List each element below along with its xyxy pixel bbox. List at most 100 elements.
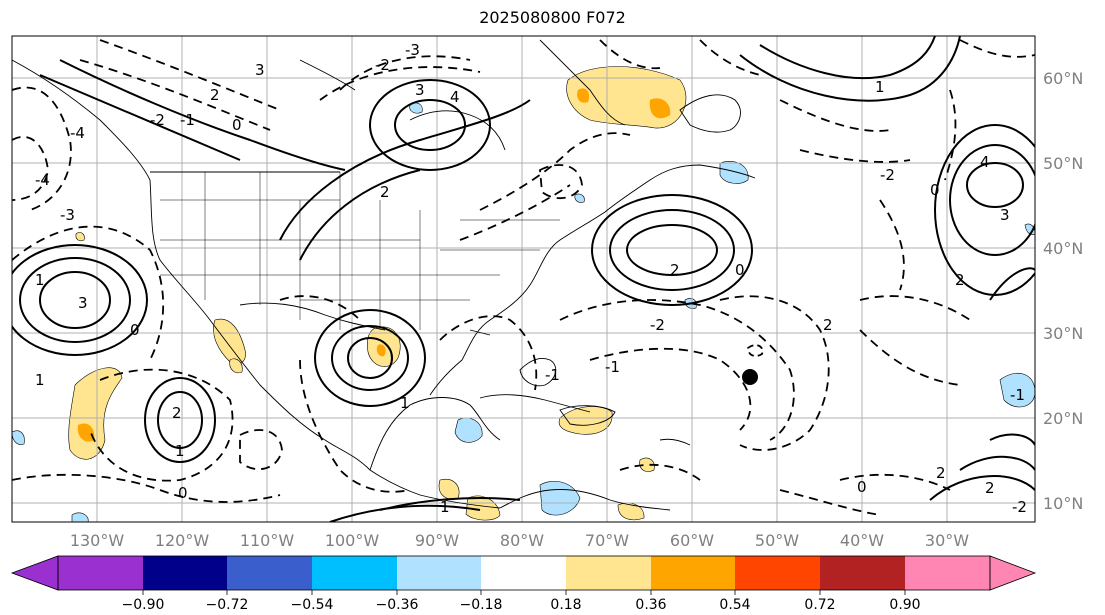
colorbar-tick-label: −0.36 [376,597,419,613]
colorbar-segment [143,556,227,590]
colorbar-segment [58,556,143,590]
contour-label: -1 [180,111,195,129]
colorbar-tick-label: 0.54 [719,597,750,613]
colorbar: −0.90 −0.72 −0.54 −0.36 −0.18 0.18 0.36 … [10,555,1037,613]
colorbar-segment [566,556,651,590]
colorbar-segment [481,556,566,590]
lon-label: 60°W [670,531,714,550]
contour-label: 1 [400,394,410,412]
colorbar-segment [651,556,735,590]
colorbar-segment [735,556,820,590]
longitude-labels: 130°W 120°W 110°W 100°W 90°W 80°W 70°W 6… [70,531,969,550]
contour-label: 0 [857,478,867,496]
shaded-anomalies [12,66,1035,522]
contour-label: 0 [930,181,940,199]
lon-label: 30°W [925,531,969,550]
colorbar-tick-label: 0.90 [889,597,920,613]
positive-anomaly-core [77,423,95,442]
contour-label: 3 [1000,206,1010,224]
colorbar-ticks [142,590,906,595]
contour-label: 1 [175,442,185,460]
negative-anomaly-shade [71,512,89,522]
contour-label: -1 [1010,386,1025,404]
contour-label: -2 [150,111,165,129]
contour-label: -3 [60,206,75,224]
lat-label: 60°N [1043,69,1083,88]
colorbar-tick-label: −0.72 [206,597,249,613]
colorbar-segment [312,556,397,590]
contour-label: 2 [210,86,220,104]
lon-label: 80°W [500,531,544,550]
colorbar-segment [397,556,481,590]
positive-anomaly-shade [75,232,85,242]
colorbar-segment [12,556,58,590]
contour-label: 2 [172,404,182,422]
map-frame [11,35,1036,523]
contour-label: 2 [823,316,833,334]
positive-anomaly-shade [465,495,501,521]
contour-label: -2 [650,316,665,334]
contour-label: 0 [130,321,140,339]
contour-label: -1 [605,358,620,376]
map-title: 2025080800 F072 [479,8,626,27]
contour-label: -4 [35,171,50,189]
positive-anomaly-core [376,344,386,357]
lon-label: 50°W [755,531,799,550]
contour-label: 1 [875,78,885,96]
lon-label: 120°W [155,531,210,550]
lon-label: 130°W [70,531,125,550]
colorbar-tick-label: 0.72 [804,597,835,613]
contour-label: -1 [545,366,560,384]
colorbar-tick-label: 0.18 [550,597,581,613]
contour-label: -2 [880,166,895,184]
colorbar-tick-label: 0.36 [635,597,666,613]
positive-anomaly-core [577,88,590,103]
latitude-labels: 60°N 50°N 40°N 30°N 20°N 10°N [1043,69,1083,513]
colorbar-tick-label: −0.18 [460,597,503,613]
contour-label: 2 [985,479,995,497]
lon-label: 100°W [325,531,380,550]
contour-label: 4 [980,153,990,171]
colorbar-tick-label: −0.90 [122,597,165,613]
contour-label: -4 [70,124,85,142]
contour-label: 2 [936,464,946,482]
contour-labels: -3 -2 3 2 -1 0 -2 3 4 -4 -3 2 1 0 -4 4 3… [35,41,1027,516]
contour-label: 1 [35,371,45,389]
colorbar-segment [227,556,312,590]
colorbar-frame [57,555,991,591]
contour-label: 1 [440,498,450,516]
contour-label: 2 [955,271,965,289]
contour-label: -2 [1012,498,1027,516]
negative-contours [12,39,1035,516]
lat-label: 40°N [1043,239,1083,258]
contour-label: -3 [405,41,420,59]
negative-anomaly-shade [12,430,25,445]
positive-anomaly-shade [213,318,246,365]
lat-label: 50°N [1043,154,1083,173]
contour-label: -2 [375,56,390,74]
contour-label: 3 [415,81,425,99]
colorbar-segment [990,556,1035,590]
storm-center-dot [742,369,758,385]
negative-anomaly-shade [719,161,749,184]
contour-label: 0 [178,484,188,502]
contour-label: 2 [380,183,390,201]
positive-anomaly-shade [639,457,655,472]
positive-contours [12,36,1035,522]
coastlines [12,39,756,511]
contour-label: 2 [670,261,680,279]
colorbar-segment [820,556,905,590]
positive-anomaly-shade [229,358,243,374]
contour-label: 4 [450,88,460,106]
contour-label: 0 [232,116,242,134]
positive-anomaly-shade [558,406,613,435]
positive-anomaly-core [649,98,671,119]
lat-label: 30°N [1043,324,1083,343]
lon-label: 40°W [840,531,884,550]
colorbar-segments [12,556,1035,590]
colorbar-tick-label: −0.54 [291,597,334,613]
lon-label: 90°W [415,531,459,550]
negative-anomaly-shade [574,193,585,203]
small-negative-contour [747,344,764,357]
